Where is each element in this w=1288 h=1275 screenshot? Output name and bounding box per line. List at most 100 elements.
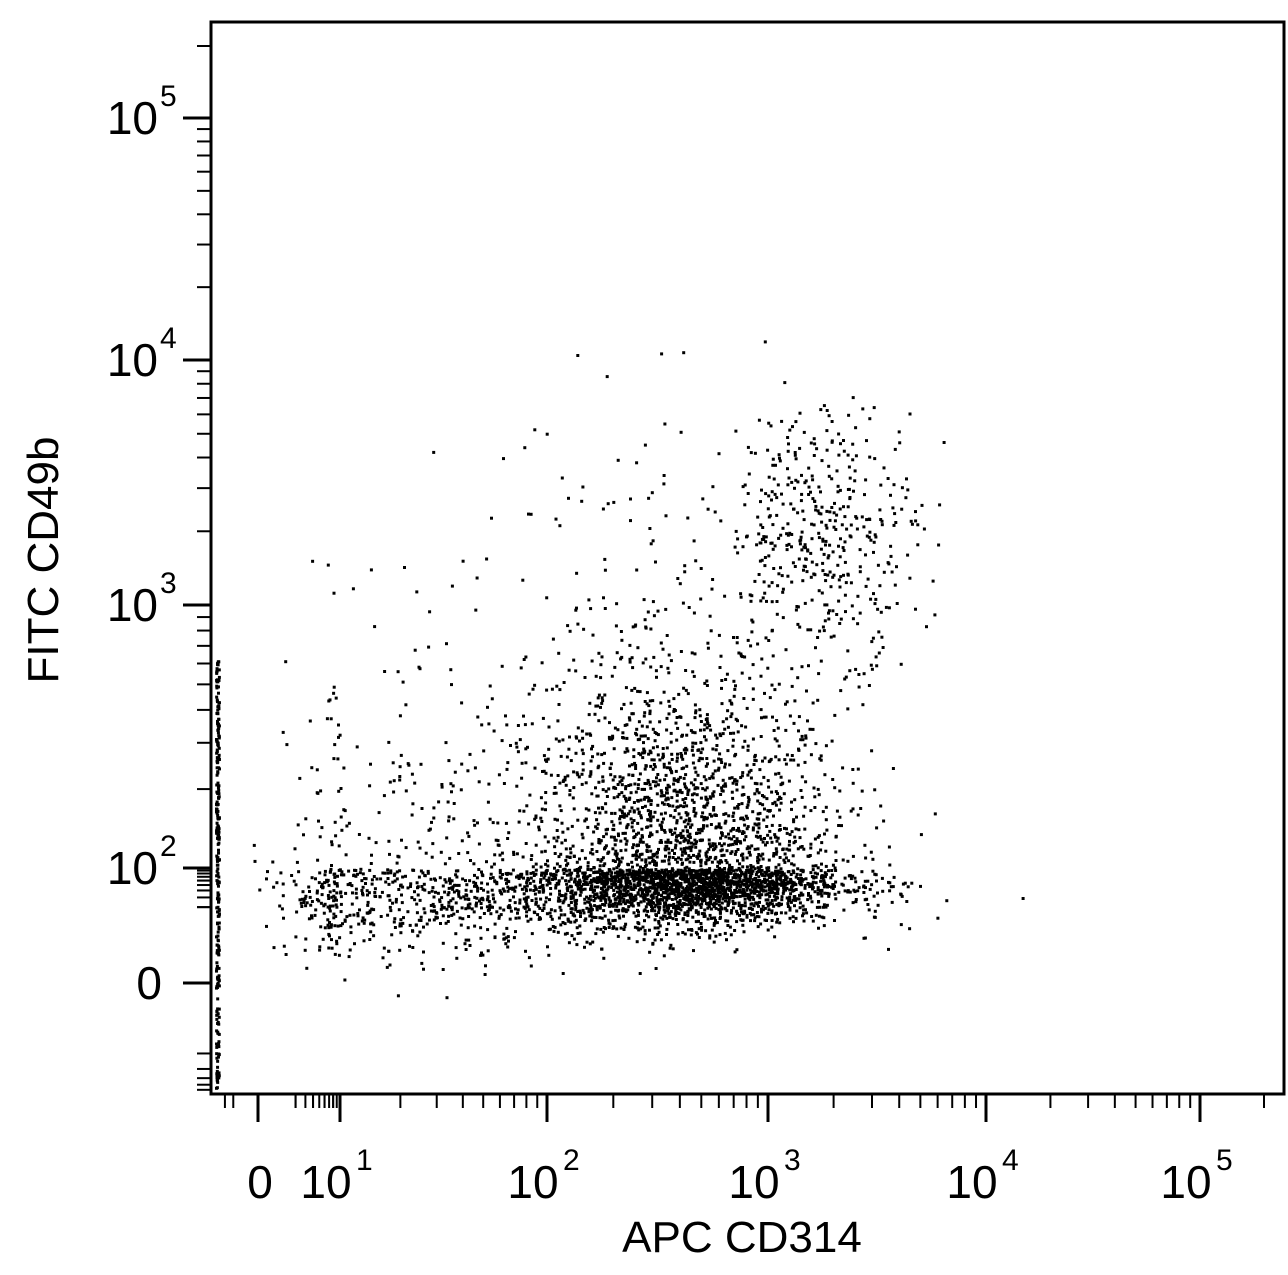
event-point [758,802,762,806]
event-point [687,899,691,903]
event-point [888,863,892,867]
event-point [541,888,545,892]
event-point [319,789,323,793]
event-point [810,882,814,886]
event-point [588,914,592,918]
event-point [740,724,744,728]
event-point [334,834,338,838]
event-point [744,814,748,818]
event-point [707,904,711,908]
event-point [439,850,443,854]
event-point [605,881,609,885]
event-point [572,786,576,790]
event-point [819,547,823,551]
event-point [754,901,758,905]
event-point [308,895,312,899]
event-point [700,815,704,819]
event-point [774,897,778,901]
event-point [502,908,506,912]
event-point [842,549,846,552]
event-point [799,738,803,742]
event-point [644,626,648,630]
event-point [780,492,783,496]
event-point [574,669,578,673]
event-point [683,849,687,853]
event-point [603,893,607,897]
event-point [802,568,805,572]
event-point [668,912,672,916]
event-point [655,851,659,855]
event-point [777,453,781,457]
event-point [430,855,434,859]
event-point [751,737,755,741]
event-point [719,883,723,886]
event-point [741,858,745,862]
event-point [809,628,813,632]
event-point [631,712,635,716]
event-point [610,820,614,824]
event-point [670,889,674,893]
event-point [694,842,698,846]
event-point [770,911,774,915]
event-point [751,620,755,624]
event-point [454,869,458,873]
event-point [734,894,738,898]
event-point [636,882,640,886]
event-point [717,896,721,900]
event-point [743,823,747,827]
event-point [851,874,855,878]
event-point [819,848,823,852]
event-point [675,793,679,797]
event-point [823,773,827,777]
event-point [472,880,476,884]
event-point [681,798,685,802]
event-point [534,886,538,890]
event-point [592,899,596,903]
event-point [436,891,440,895]
event-point [671,883,675,887]
event-point [302,833,305,837]
event-point [637,855,641,859]
event-point [563,838,567,842]
event-point [596,905,600,909]
event-point [541,909,545,912]
event-point [396,670,400,674]
event-point [697,936,701,939]
event-point [619,926,623,930]
event-point [777,572,781,576]
event-point [796,763,800,767]
event-point [571,912,575,916]
event-point [686,877,690,881]
event-point [653,886,657,890]
event-point [873,533,877,537]
event-point [815,563,819,567]
event-point [858,570,862,574]
event-point [612,925,616,929]
event-point [725,883,729,887]
event-point [610,737,613,741]
event-point [854,515,858,519]
event-point [589,759,593,763]
event-point [803,760,807,764]
event-point [815,447,819,451]
event-point [629,791,633,795]
event-point [715,736,719,740]
event-point [880,519,884,523]
event-point [649,831,653,835]
event-point [698,831,702,835]
event-point [817,834,821,838]
event-point [683,782,687,786]
event-point [524,896,528,900]
event-point [688,871,692,875]
event-point [572,937,576,941]
event-point [554,517,558,521]
event-point [672,881,676,885]
event-point [868,455,872,459]
event-point [667,653,671,657]
event-point [639,837,643,841]
event-point [813,500,817,503]
event-point [777,744,781,748]
event-point [386,913,390,917]
event-point [645,850,649,853]
event-point [826,573,830,577]
